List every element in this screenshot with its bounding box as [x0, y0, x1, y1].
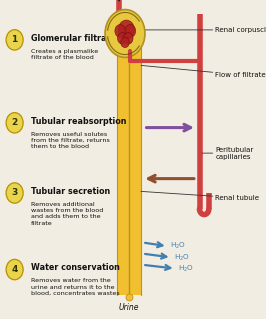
Text: Tubular reabsorption: Tubular reabsorption — [31, 117, 126, 126]
Circle shape — [123, 33, 133, 44]
Text: Flow of filtrate: Flow of filtrate — [141, 65, 266, 78]
Text: Peritubular
capillaries: Peritubular capillaries — [202, 147, 254, 160]
Circle shape — [6, 259, 23, 280]
Text: 4: 4 — [11, 265, 18, 274]
Text: Removes useful solutes
from the filtrate, returns
them to the blood: Removes useful solutes from the filtrate… — [31, 132, 110, 149]
Text: Removes water from the
urine and returns it to the
blood, concentrates wastes: Removes water from the urine and returns… — [31, 278, 119, 296]
Circle shape — [121, 37, 129, 48]
Text: $\mathsf{H_2O}$: $\mathsf{H_2O}$ — [174, 252, 190, 263]
Circle shape — [105, 10, 145, 57]
Text: Renal tubule: Renal tubule — [141, 191, 259, 201]
Text: 1: 1 — [11, 35, 18, 44]
Circle shape — [118, 20, 134, 39]
Text: 3: 3 — [11, 189, 18, 197]
Text: Urine: Urine — [119, 303, 139, 312]
Text: Removes additional
wastes from the blood
and adds them to the
filtrate: Removes additional wastes from the blood… — [31, 202, 103, 226]
Text: Tubular secretion: Tubular secretion — [31, 187, 110, 196]
Text: $\mathsf{H_2O}$: $\mathsf{H_2O}$ — [170, 241, 186, 251]
Circle shape — [6, 183, 23, 203]
Text: Renal corpuscle: Renal corpuscle — [143, 27, 266, 33]
Bar — [117, 43, 141, 295]
Circle shape — [115, 25, 126, 37]
Text: Glomerular filtration: Glomerular filtration — [31, 34, 124, 43]
Text: $\mathsf{H_2O}$: $\mathsf{H_2O}$ — [178, 263, 194, 274]
Circle shape — [125, 25, 136, 37]
Text: Water conservation: Water conservation — [31, 263, 119, 272]
Circle shape — [6, 113, 23, 133]
Text: Creates a plasmalike
filtrate of the blood: Creates a plasmalike filtrate of the blo… — [31, 49, 98, 60]
Text: 2: 2 — [11, 118, 18, 127]
Circle shape — [6, 30, 23, 50]
Circle shape — [118, 33, 127, 44]
